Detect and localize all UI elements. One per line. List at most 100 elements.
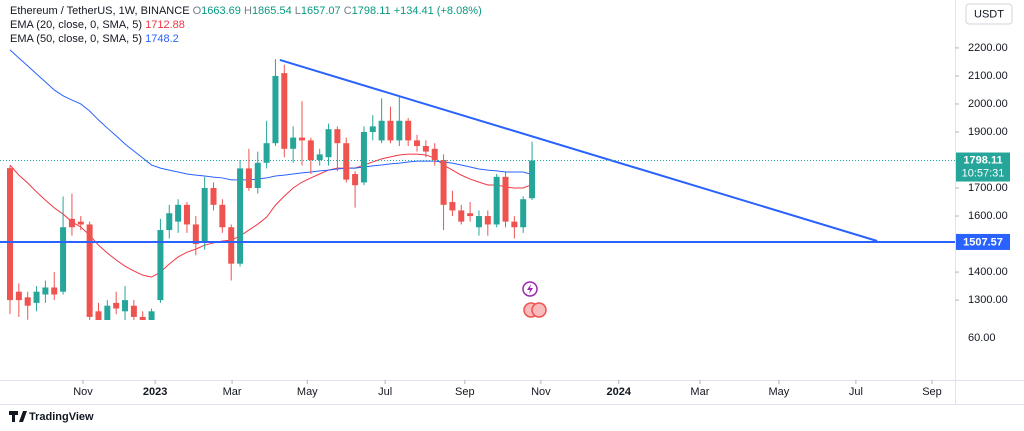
x-tick-label: Sep (455, 386, 475, 398)
candle-body (290, 137, 297, 149)
candle-body (77, 221, 84, 225)
x-tick-label: 2023 (143, 386, 167, 398)
candle-body (237, 168, 244, 264)
legend-ema20: EMA (20, close, 0, SMA, 5) 1712.88 (10, 18, 185, 32)
legend-main: Ethereum / TetherUS, 1W, BINANCE O1663.6… (10, 4, 482, 18)
x-tick-label: Jul (378, 386, 392, 398)
plot-area (6, 49, 878, 320)
x-tick-label: May (297, 386, 318, 398)
ohlc-key: L (294, 5, 301, 17)
legend-label: EMA (50, close, 0, SMA, 5) (10, 33, 143, 45)
candle-body (352, 174, 359, 186)
candle-body (15, 291, 22, 301)
hline-price-label: 1507.57 (963, 236, 1003, 248)
candle-body (449, 202, 456, 211)
candle-body (520, 199, 527, 228)
candle-body (68, 218, 75, 228)
candle-body (95, 311, 102, 320)
candle-body (122, 300, 129, 312)
event-icon-glyph (527, 284, 533, 294)
candle-body (343, 143, 350, 180)
candle-body (511, 221, 518, 228)
candle-body (369, 126, 376, 132)
candle-body (130, 305, 137, 317)
candle-body (387, 120, 394, 141)
candle-body (298, 137, 305, 141)
brand-logo: TradingView (9, 411, 94, 423)
trend-line (279, 59, 878, 242)
candle-body (245, 168, 252, 189)
candle-body (175, 204, 182, 222)
candle-body (502, 176, 509, 222)
legend-label: EMA (20, close, 0, SMA, 5) (10, 19, 143, 31)
ohlc-key: H (243, 5, 252, 17)
candle-body (263, 143, 270, 163)
candle-body (307, 140, 314, 160)
candle-body (316, 154, 323, 160)
brand-mark (9, 411, 27, 422)
y-tick-label: 1600.00 (968, 210, 1008, 222)
candle-body (360, 131, 367, 183)
candle-body (60, 227, 67, 292)
candle-body (33, 291, 40, 303)
x-tick-label: Mar (223, 386, 242, 398)
candle-body (104, 305, 111, 320)
candle-body (183, 204, 190, 225)
background (0, 0, 1024, 405)
candle-body (334, 129, 341, 144)
candle-body (24, 297, 31, 306)
candle-body (414, 140, 421, 146)
candle-body (396, 120, 403, 141)
ohlc-value: 1865.54 (251, 5, 292, 17)
candle-body (51, 287, 58, 295)
ohlc-value: 1657.07 (300, 5, 341, 17)
x-tick-label: Nov (73, 386, 93, 398)
symbol-title: Ethereum / TetherUS, 1W, BINANCE (10, 5, 190, 17)
last-price-label: 1798.11 (963, 154, 1002, 166)
candle-body (422, 145, 429, 152)
dividend-icon[interactable] (531, 302, 547, 318)
ohlc-value: 1663.69 (201, 5, 241, 17)
candle-body (166, 213, 173, 231)
candle-body (6, 168, 13, 301)
candle-body (254, 162, 261, 189)
countdown-label: 10:57:31 (962, 167, 1005, 179)
candle-body (148, 311, 155, 320)
change: +134.41 (+8.08%) (393, 5, 482, 17)
brand-name: TradingView (29, 411, 94, 423)
ohlc-key: C (343, 5, 352, 17)
candle-body (281, 73, 288, 149)
candle-body (192, 224, 199, 245)
candle-body (325, 129, 332, 158)
legend-value: 1712.88 (145, 19, 185, 31)
x-tick-label: Nov (531, 386, 551, 398)
hline-price-box (956, 233, 1010, 250)
candle-body (440, 160, 447, 205)
candle-body (467, 213, 474, 217)
candle-body (484, 216, 491, 225)
candle-body (431, 148, 438, 160)
candle-body (475, 216, 482, 228)
candle-body (272, 75, 279, 144)
ohlc-key: O (192, 5, 202, 17)
x-tick-label: May (769, 386, 790, 398)
y-tick-label: 2200.00 (968, 42, 1008, 54)
y-tick-label: 1300.00 (968, 294, 1008, 306)
candle-body (210, 188, 217, 205)
candle-body (228, 227, 235, 264)
currency-button[interactable] (965, 3, 1013, 25)
event-icons (522, 281, 547, 318)
candle-body (201, 188, 208, 242)
last-price-box (956, 152, 1010, 182)
y-tick-label: 1900.00 (968, 126, 1008, 138)
lower-pane-label: 60.00 (968, 332, 996, 344)
candle-body (139, 316, 146, 320)
y-tick-label: 1400.00 (968, 266, 1008, 278)
candle-body (113, 302, 120, 309)
candle-body (493, 176, 500, 225)
candle-body (458, 210, 465, 222)
y-tick-label: 2000.00 (968, 98, 1008, 110)
currency-label[interactable]: USDT (974, 8, 1004, 20)
